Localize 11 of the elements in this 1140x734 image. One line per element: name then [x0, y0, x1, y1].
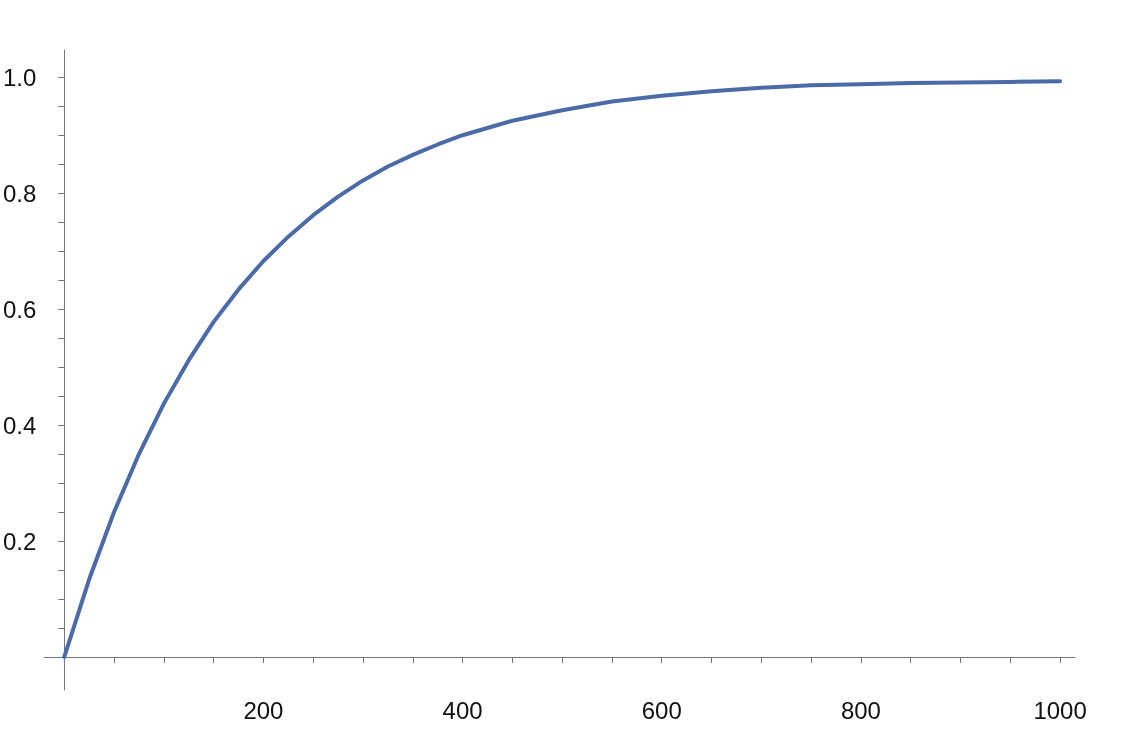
x-tick-label: 600: [641, 696, 682, 724]
y-tick-label: 1.0: [2, 63, 37, 91]
x-tick-label: 400: [442, 696, 483, 724]
x-tick-label: 800: [840, 696, 881, 724]
y-tick-label: 0.2: [2, 527, 37, 555]
line-series: [62, 79, 1063, 659]
y-tick-label: 0.6: [2, 295, 37, 323]
x-tick-label: 1000: [1033, 696, 1087, 724]
y-tick-label: 0.4: [2, 411, 37, 439]
y-tick-label: 0.8: [2, 179, 37, 207]
x-tick-label: 200: [243, 696, 284, 724]
